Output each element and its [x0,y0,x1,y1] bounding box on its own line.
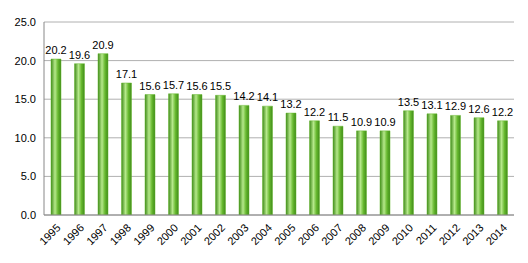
svg-text:2010: 2010 [389,221,415,247]
svg-text:13.1: 13.1 [421,99,442,111]
svg-text:10.9: 10.9 [351,116,372,128]
svg-text:2013: 2013 [460,221,486,247]
svg-text:2008: 2008 [342,221,368,247]
svg-text:12.9: 12.9 [445,100,466,112]
svg-text:15.6: 15.6 [186,80,207,92]
svg-text:12.2: 12.2 [304,106,325,118]
svg-text:20.9: 20.9 [92,39,113,51]
svg-text:20.2: 20.2 [45,44,66,56]
svg-text:14.1: 14.1 [257,91,278,103]
svg-text:2001: 2001 [178,221,204,247]
svg-text:17.1: 17.1 [116,68,137,80]
svg-text:15.0: 15.0 [15,93,36,105]
svg-text:5.0: 5.0 [21,170,36,182]
svg-text:0.0: 0.0 [21,209,36,221]
svg-text:2014: 2014 [483,221,509,247]
svg-text:1996: 1996 [60,221,86,247]
svg-text:13.5: 13.5 [398,96,419,108]
svg-text:15.6: 15.6 [139,80,160,92]
svg-text:13.2: 13.2 [280,98,301,110]
svg-text:2004: 2004 [248,221,274,247]
svg-text:2011: 2011 [413,221,438,246]
svg-text:11.5: 11.5 [328,111,349,123]
svg-text:10.0: 10.0 [15,132,36,144]
svg-text:1995: 1995 [37,221,63,247]
svg-text:19.6: 19.6 [69,49,90,61]
svg-text:2002: 2002 [201,221,227,247]
svg-text:2003: 2003 [225,221,251,247]
svg-text:2009: 2009 [366,221,392,247]
svg-text:2000: 2000 [154,221,180,247]
svg-text:12.2: 12.2 [492,106,513,118]
svg-text:1997: 1997 [84,221,110,247]
svg-text:10.9: 10.9 [374,116,395,128]
svg-text:2005: 2005 [272,221,298,247]
svg-text:2006: 2006 [295,221,321,247]
svg-text:15.5: 15.5 [210,80,231,92]
svg-text:25.0: 25.0 [15,16,36,28]
svg-text:12.6: 12.6 [468,103,489,115]
svg-text:2012: 2012 [436,221,462,247]
svg-text:2007: 2007 [319,221,345,247]
svg-text:1998: 1998 [107,221,133,247]
svg-text:20.0: 20.0 [15,55,36,67]
svg-text:14.2: 14.2 [233,90,254,102]
svg-text:1999: 1999 [131,221,157,247]
svg-text:15.7: 15.7 [163,79,184,91]
